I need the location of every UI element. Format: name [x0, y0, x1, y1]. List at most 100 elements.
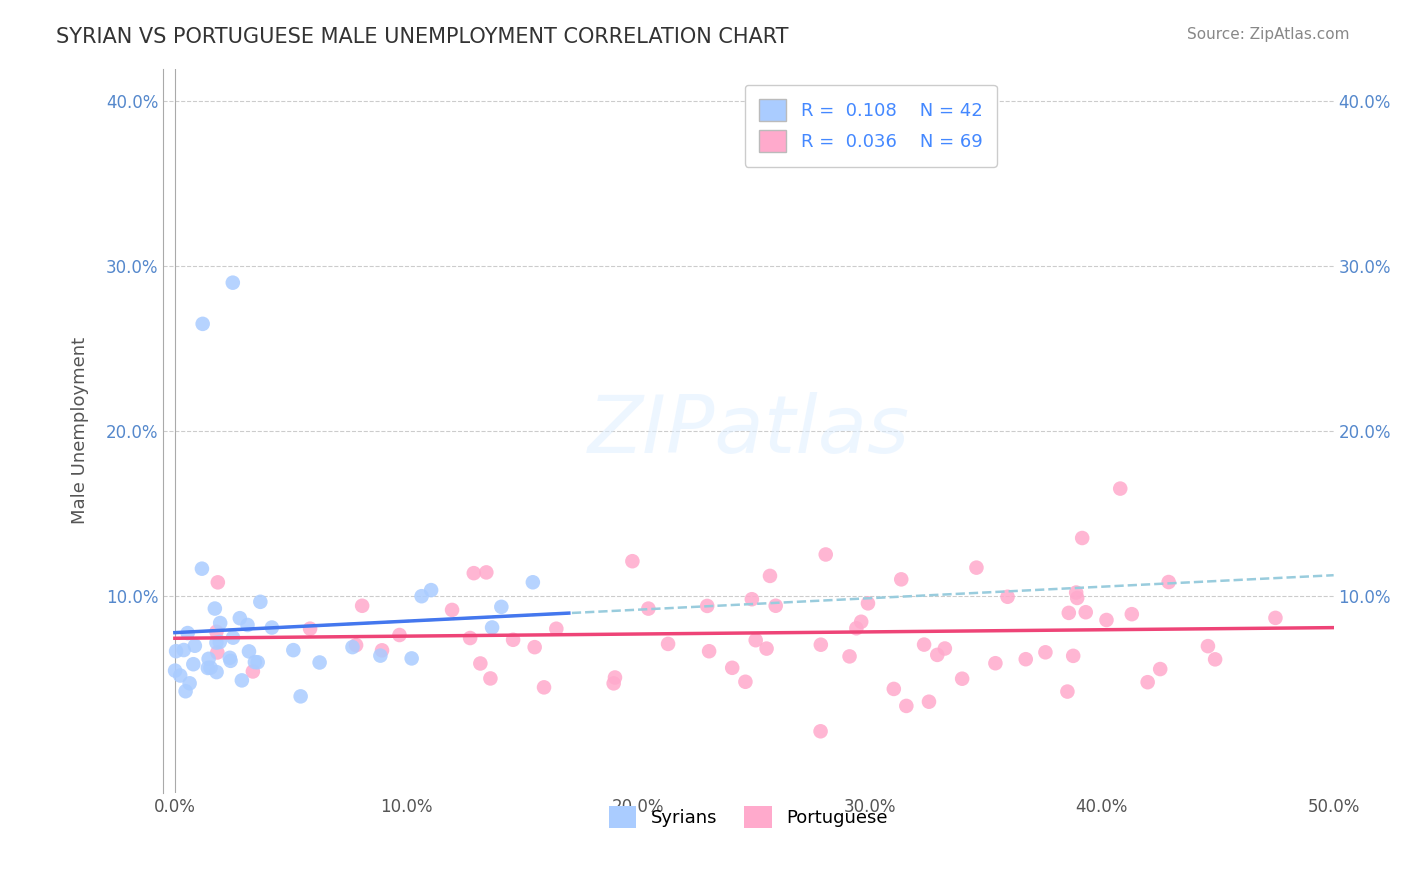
Point — [927, 648, 949, 662]
Point — [934, 641, 956, 656]
Point — [208, 635, 231, 649]
Point — [370, 648, 392, 663]
Point — [1066, 591, 1088, 605]
Point — [1015, 652, 1038, 666]
Point — [184, 639, 207, 653]
Point — [344, 638, 367, 652]
Point — [209, 615, 232, 630]
Point — [1197, 639, 1219, 653]
Point — [950, 672, 973, 686]
Point — [463, 566, 485, 581]
Point — [1056, 684, 1078, 698]
Point — [169, 668, 191, 682]
Point — [219, 654, 242, 668]
Point — [197, 652, 219, 666]
Point — [637, 601, 659, 615]
Point — [759, 569, 782, 583]
Point — [1095, 613, 1118, 627]
Point — [1071, 531, 1094, 545]
Point — [207, 645, 229, 659]
Point — [229, 611, 252, 625]
Point — [522, 575, 544, 590]
Point — [200, 661, 222, 675]
Point — [183, 657, 205, 672]
Point — [883, 681, 905, 696]
Point — [218, 650, 240, 665]
Point — [243, 655, 266, 669]
Point — [744, 633, 766, 648]
Point — [984, 657, 1007, 671]
Point — [523, 640, 546, 655]
Point — [246, 655, 269, 669]
Point — [845, 621, 868, 635]
Point — [165, 644, 187, 658]
Point — [621, 554, 644, 568]
Text: Source: ZipAtlas.com: Source: ZipAtlas.com — [1187, 27, 1350, 42]
Point — [176, 626, 198, 640]
Point — [420, 583, 443, 598]
Point — [810, 638, 832, 652]
Point — [174, 684, 197, 698]
Point — [411, 589, 433, 603]
Point — [470, 657, 492, 671]
Point — [741, 592, 763, 607]
Point — [657, 637, 679, 651]
Point — [204, 601, 226, 615]
Point — [242, 665, 264, 679]
Point — [734, 674, 756, 689]
Text: ZIPatlas: ZIPatlas — [588, 392, 910, 470]
Point — [602, 676, 624, 690]
Point — [283, 643, 305, 657]
Point — [965, 560, 987, 574]
Point — [479, 672, 502, 686]
Point — [342, 640, 364, 654]
Point — [896, 698, 918, 713]
Point — [458, 631, 481, 645]
Point — [205, 635, 228, 649]
Point — [1064, 585, 1087, 599]
Point — [481, 620, 503, 634]
Point — [197, 661, 219, 675]
Point — [1264, 611, 1286, 625]
Point — [1121, 607, 1143, 622]
Point — [222, 276, 245, 290]
Point — [475, 566, 498, 580]
Point — [502, 632, 524, 647]
Point — [441, 603, 464, 617]
Point — [205, 665, 228, 679]
Point — [231, 673, 253, 688]
Point — [997, 590, 1019, 604]
Point — [890, 572, 912, 586]
Point — [765, 599, 787, 613]
Point — [603, 671, 626, 685]
Point — [856, 596, 879, 610]
Legend: Syrians, Portuguese: Syrians, Portuguese — [602, 798, 894, 835]
Point — [1157, 575, 1180, 590]
Point — [851, 615, 873, 629]
Point — [260, 621, 283, 635]
Point — [755, 641, 778, 656]
Point — [191, 317, 214, 331]
Point — [838, 649, 860, 664]
Point — [546, 622, 568, 636]
Point — [173, 643, 195, 657]
Point — [1149, 662, 1171, 676]
Point — [179, 676, 201, 690]
Point — [165, 664, 187, 678]
Point — [721, 661, 744, 675]
Point — [918, 695, 941, 709]
Point — [533, 681, 555, 695]
Point — [697, 644, 720, 658]
Point — [222, 631, 245, 645]
Point — [207, 575, 229, 590]
Point — [290, 690, 312, 704]
Point — [1057, 606, 1080, 620]
Point — [912, 638, 935, 652]
Point — [205, 624, 228, 639]
Point — [308, 656, 330, 670]
Point — [814, 548, 837, 562]
Point — [1035, 645, 1057, 659]
Point — [388, 628, 411, 642]
Point — [236, 618, 259, 632]
Point — [1109, 482, 1132, 496]
